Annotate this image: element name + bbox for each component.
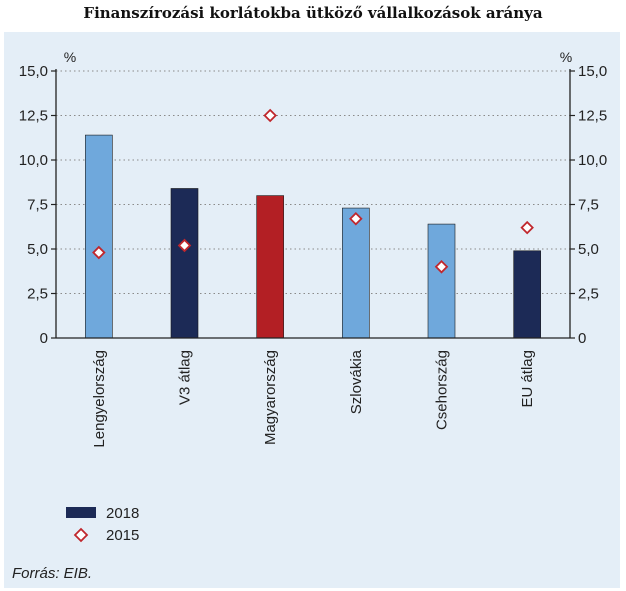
marker-4: [349, 211, 363, 226]
y-tick-label-right: 12,5: [578, 108, 607, 125]
unit-label-left: %: [64, 49, 76, 65]
bar-5: [427, 223, 456, 339]
marker-3: [263, 108, 277, 123]
legend-label-2018: 2018: [106, 505, 139, 522]
y-tick-label-right: 0: [578, 330, 586, 347]
bars: [85, 134, 541, 339]
bar-1: [85, 134, 113, 339]
category-label-4: Szlovákia: [348, 349, 365, 414]
markers: [92, 108, 534, 274]
legend-swatch-2018: [66, 507, 96, 518]
y-tick-label-left: 15,0: [19, 63, 48, 80]
unit-label-right: %: [560, 49, 572, 65]
y-tick-label-left: 12,5: [19, 108, 48, 125]
marker-6: [520, 220, 534, 235]
y-tick-label-left: 7,5: [27, 197, 48, 214]
bar-2: [170, 188, 199, 339]
legend-swatch-2015: [73, 527, 89, 543]
bar-6: [513, 250, 541, 339]
tick-labels: 15,0 15,0 12,5 12,5 10,0 10,0 7,5 7,5 5,0 5,0 2,5 2…: [19, 49, 607, 448]
gridlines: [56, 70, 570, 294]
y-tick-label-left: 2,5: [27, 286, 48, 303]
chart-panel: 15,0 15,0 12,5 12,5 10,0 10,0 7,5 7,5 5,0 5,0 2,5 2…: [4, 32, 620, 588]
y-tick-label-right: 7,5: [578, 197, 599, 214]
source-note: Forrás: EIB.: [12, 565, 93, 582]
bar-3: [256, 195, 284, 339]
y-tick-label-right: 5,0: [578, 241, 599, 258]
category-label-1: Lengyelország: [91, 350, 108, 448]
y-tick-label-left: 10,0: [19, 152, 48, 169]
category-label-5: Csehország: [434, 350, 451, 430]
marker-5: [434, 260, 449, 274]
y-tick-label-right: 10,0: [578, 152, 607, 169]
y-tick-label-right: 2,5: [578, 286, 599, 303]
category-label-2: V3 átlag: [177, 350, 194, 405]
category-label-6: EU átlag: [519, 350, 536, 408]
y-tick-label-right: 15,0: [578, 63, 607, 80]
legend: 2018 2015: [66, 505, 139, 544]
y-tick-label-left: 5,0: [27, 241, 48, 258]
category-label-3: Magyarország: [262, 350, 279, 445]
chart: 15,0 15,0 12,5 12,5 10,0 10,0 7,5 7,5 5,0 5,0 2,5 2…: [19, 49, 607, 544]
chart-title: Finanszírozási korlátokba ütköző vállalk…: [83, 4, 543, 22]
y-tick-label-left: 0: [40, 330, 48, 347]
marker-1: [92, 245, 106, 260]
marker-2: [177, 238, 192, 253]
axes: [51, 69, 575, 339]
bar-4: [342, 207, 370, 339]
legend-label-2015: 2015: [106, 527, 139, 544]
